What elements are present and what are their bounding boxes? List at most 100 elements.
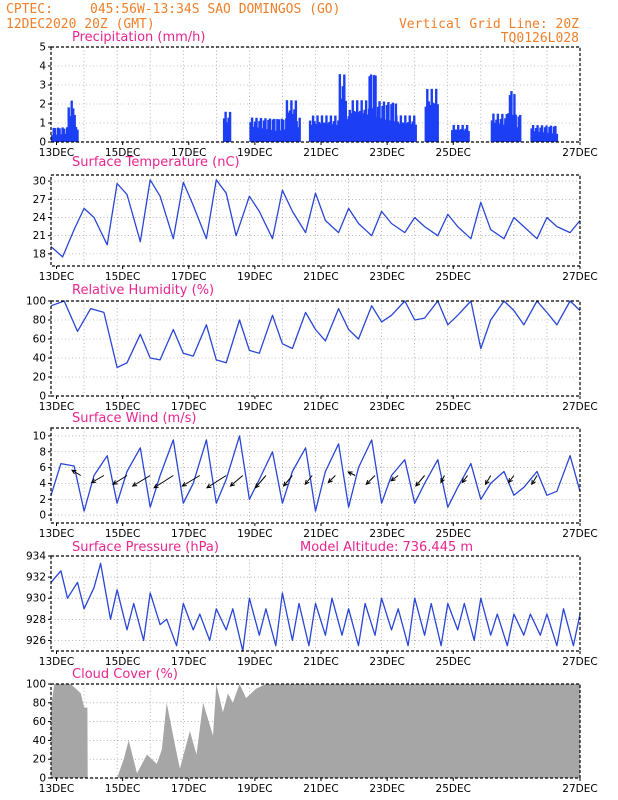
wind-arrow-head: [282, 481, 288, 487]
x-tick-label: 19DEC: [237, 528, 272, 540]
wind-arrow-head: [181, 481, 187, 487]
precip-bar: [458, 129, 461, 142]
y-tick-label: 20: [33, 372, 46, 384]
header-location: 045:56W-13:34S SAO DOMINGOS (GO): [90, 2, 340, 17]
precip-bar: [498, 123, 501, 142]
frame-press: [50, 555, 581, 652]
precip-bar: [252, 126, 255, 142]
precip-bar: [533, 131, 536, 142]
precip-bar: [65, 127, 69, 142]
x-tick-label: 25DEC: [436, 401, 471, 413]
precip-bar: [514, 114, 517, 142]
x-tick-label: 19DEC: [237, 656, 272, 668]
wind-arrow: [415, 475, 425, 487]
x-tick-label: 21DEC: [303, 147, 338, 159]
wind-arrow: [365, 475, 376, 485]
precip-bar: [436, 104, 439, 142]
frame-rh: [50, 300, 581, 397]
x-tick-label: 13DEC: [39, 147, 74, 159]
precip-bar: [537, 131, 541, 142]
wind-arrow-head: [90, 478, 97, 484]
wind-arrow: [283, 475, 293, 487]
panel-title: Surface Temperature (nC): [72, 155, 240, 170]
precip-bar: [253, 121, 257, 142]
x-tick-label: 25DEC: [436, 271, 471, 283]
x-tick-label: 15DEC: [105, 401, 140, 413]
precip-bar: [499, 118, 503, 142]
precip-bars: [51, 74, 559, 142]
precip-bar: [338, 74, 342, 142]
cloud-area: [51, 684, 580, 778]
precip-bar: [255, 117, 258, 142]
panel-title: Surface Wind (m/s): [72, 411, 196, 426]
precip-bar: [384, 119, 387, 142]
precip-bar: [368, 76, 371, 142]
precip-bar: [328, 121, 331, 142]
x-tick-label: 13DEC: [39, 528, 74, 540]
precip-bar: [531, 125, 535, 142]
y-tick-label: 27: [33, 194, 46, 206]
precip-bar: [457, 124, 460, 142]
x-tick-label: 25DEC: [436, 783, 471, 795]
x-tick-label: 27DEC: [562, 147, 597, 159]
precip-bar: [492, 113, 495, 142]
precip-bar: [314, 124, 318, 142]
wind-arrow: [461, 475, 468, 483]
x-tick-label: 25DEC: [436, 147, 471, 159]
panel-title: Precipitation (mm/h): [72, 30, 205, 45]
x-tick-label: 17DEC: [171, 147, 206, 159]
precip-bar: [74, 126, 78, 142]
wind-arrow: [182, 475, 201, 487]
precip-bar: [508, 95, 512, 142]
precip-bar: [319, 123, 322, 142]
precip-bar: [452, 124, 455, 142]
precip-bar: [545, 125, 548, 142]
x-tick-label: 15DEC: [105, 147, 140, 159]
precip-bar: [435, 88, 438, 142]
precip-bar: [517, 116, 520, 142]
precip-bar: [227, 117, 230, 142]
precip-bar: [546, 132, 550, 142]
precip-bar: [381, 105, 384, 142]
panel-title: Cloud Cover (%): [72, 667, 178, 682]
precip-bar: [325, 115, 328, 142]
precip-bar: [360, 100, 363, 142]
precip-bar: [346, 119, 349, 142]
y-tick-label: 2: [39, 494, 46, 506]
precip-bar: [467, 130, 470, 142]
wind-arrow-head: [531, 479, 536, 486]
precip-bar: [271, 119, 275, 142]
x-tick-label: 15DEC: [105, 656, 140, 668]
precip-bar: [401, 122, 404, 142]
x-tick-label: 21DEC: [303, 271, 338, 283]
x-tick-label: 23DEC: [369, 656, 404, 668]
precip-bar: [58, 128, 61, 142]
precip-bar: [70, 100, 73, 142]
precip-bar: [552, 126, 556, 142]
precip-bar: [364, 100, 368, 142]
precip-bar: [287, 112, 290, 142]
wind-arrow: [112, 475, 128, 485]
precip-bar: [502, 124, 506, 142]
precip-bar: [554, 125, 557, 142]
x-tick-label: 17DEC: [171, 401, 206, 413]
x-tick-label: 23DEC: [369, 147, 404, 159]
precip-bar: [351, 100, 354, 142]
wind-arrow-head: [365, 479, 371, 486]
wind-arrow: [255, 475, 267, 489]
y-tick-label: 5: [39, 42, 46, 54]
x-tick-label: 17DEC: [171, 783, 206, 795]
precip-bar: [464, 128, 467, 142]
wind-arrow-head: [415, 481, 421, 487]
y-tick-label: 10: [33, 430, 46, 442]
precip-bar: [76, 129, 79, 142]
x-tick-label: 25DEC: [436, 656, 471, 668]
precip-bar: [408, 115, 411, 142]
x-tick-label: 19DEC: [237, 147, 272, 159]
y-tick-label: 24: [33, 212, 47, 224]
wind-arrow-head: [484, 479, 490, 486]
x-tick-label: 17DEC: [171, 271, 206, 283]
precip-bar: [536, 125, 539, 142]
precip-bar: [430, 88, 433, 142]
wind-arrow-head: [461, 477, 467, 484]
